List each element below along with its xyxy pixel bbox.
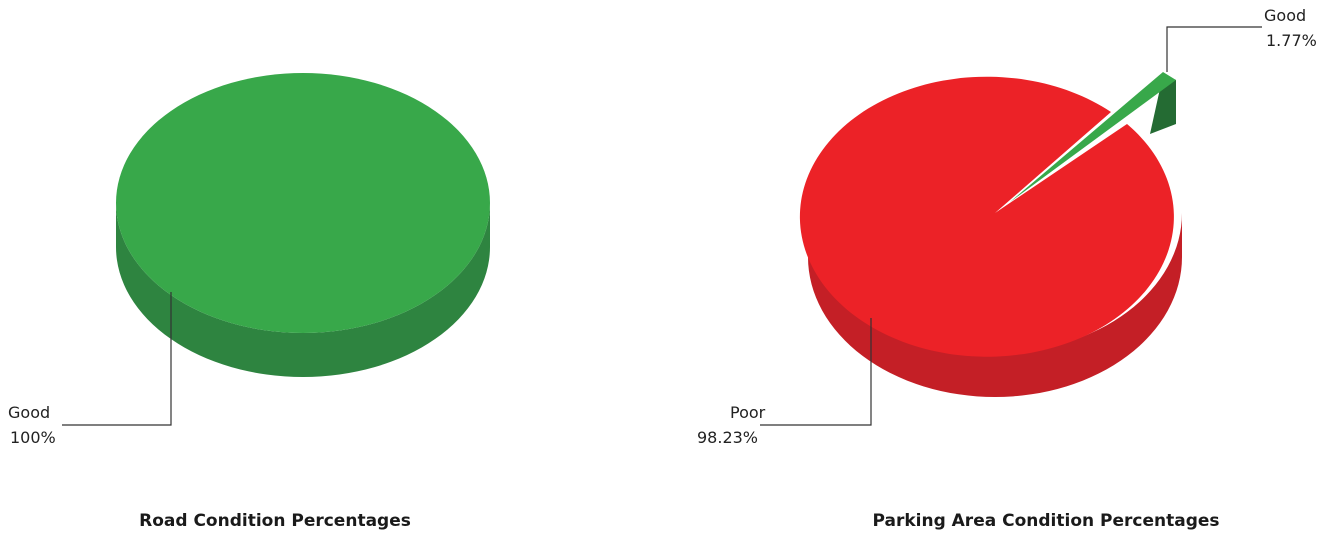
slice-value-good: 100% — [10, 428, 56, 447]
leader-line-good-parking — [1166, 26, 1262, 72]
pie-slice-side-good-exploded — [1150, 75, 1176, 134]
parking-condition-pie: Poor 98.23% Good 1.77% Parking Area Cond… — [697, 6, 1317, 531]
slice-label-good-parking: Good — [1264, 6, 1306, 25]
pie-slice-side-poor — [808, 213, 1182, 397]
pie-slice-side-good — [116, 203, 490, 377]
pie-slice-good[interactable] — [116, 73, 490, 333]
slice-value-poor: 98.23% — [697, 428, 758, 447]
pie-slice-good[interactable] — [1010, 72, 1176, 202]
slice-value-good-parking: 1.77% — [1266, 31, 1317, 50]
road-condition-pie: Good 100% Road Condition Percentages — [8, 73, 490, 531]
chart-title-road: Road Condition Percentages — [139, 511, 411, 531]
slice-label-good: Good — [8, 403, 50, 422]
pie-slice-poor[interactable] — [799, 76, 1174, 357]
leader-line-good — [62, 292, 172, 426]
slice-label-poor: Poor — [730, 403, 766, 422]
chart-title-parking: Parking Area Condition Percentages — [872, 511, 1219, 531]
leader-line-poor — [760, 318, 872, 426]
